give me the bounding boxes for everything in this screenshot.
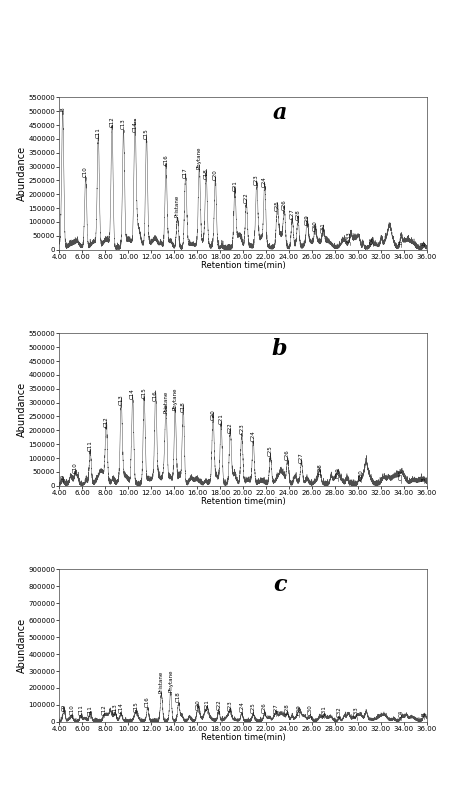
Text: C27: C27 [299,453,304,463]
Text: C12: C12 [101,704,107,715]
Text: C22: C22 [228,422,233,432]
Text: C29: C29 [297,704,301,715]
X-axis label: Retention time(min): Retention time(min) [201,261,285,270]
Text: C12: C12 [109,116,115,127]
Text: C22: C22 [244,192,249,203]
Text: C33: C33 [347,231,352,242]
Text: C28: C28 [285,703,290,714]
Text: C21: C21 [205,700,210,710]
Text: C28: C28 [295,208,301,220]
Text: B: B [422,477,427,481]
Text: C29: C29 [336,467,341,478]
Text: C11: C11 [79,705,83,715]
Text: C26: C26 [285,449,290,461]
Text: C11: C11 [88,706,93,716]
Text: C15: C15 [142,387,146,398]
Text: C29: C29 [305,214,310,225]
Text: C26: C26 [282,200,287,210]
Y-axis label: Abundance: Abundance [17,618,27,673]
Text: C17: C17 [183,167,188,178]
Text: C14: C14 [133,122,137,132]
Text: C30: C30 [308,705,313,715]
Text: C27: C27 [273,703,279,714]
Text: C15: C15 [134,702,139,712]
Y-axis label: Abundance: Abundance [17,146,27,201]
Text: C13: C13 [113,703,118,714]
Text: Phytane: Phytane [173,387,178,410]
Text: C26: C26 [262,702,267,713]
Text: C13: C13 [119,394,124,405]
Text: B: B [422,713,427,716]
Text: C30: C30 [313,221,318,231]
Text: C4: C4 [399,710,404,718]
Text: C24: C24 [262,176,267,187]
Text: C10: C10 [69,704,74,714]
Text: C13: C13 [121,118,126,130]
Text: b: b [272,338,287,360]
Text: C23: C23 [254,174,259,185]
Text: C15: C15 [144,128,149,139]
Text: B: B [399,241,404,244]
Text: C25: C25 [251,702,256,713]
Text: C10: C10 [73,462,78,473]
Text: C11: C11 [88,440,93,451]
Text: B: B [60,108,65,111]
Text: a: a [273,102,287,124]
Text: C30: C30 [359,469,364,479]
Text: C23: C23 [239,423,244,434]
Text: C21: C21 [232,180,237,191]
Text: C31: C31 [321,221,326,233]
Text: C25: C25 [275,200,280,211]
Text: D: D [60,475,65,479]
Text: C21: C21 [219,414,224,424]
Text: Pristane: Pristane [159,671,164,693]
X-axis label: Retention time(min): Retention time(min) [201,733,285,742]
Text: C16: C16 [164,155,169,165]
Text: C14: C14 [119,702,124,713]
Text: C18: C18 [181,401,186,412]
Text: C31: C31 [399,470,404,480]
Text: Pristane: Pristane [175,195,180,217]
Text: C33: C33 [354,706,359,717]
Text: Phytane: Phytane [197,146,202,169]
Text: C31: C31 [322,706,327,716]
Text: C32: C32 [337,706,342,717]
Text: C23: C23 [228,701,233,711]
Text: C20: C20 [196,699,201,710]
Y-axis label: Abundance: Abundance [17,382,27,437]
Text: C18: C18 [204,168,209,178]
Text: C18: C18 [176,691,181,702]
Text: C12: C12 [104,416,109,427]
Text: C14: C14 [130,388,135,399]
Text: C16: C16 [145,697,150,707]
Text: C24: C24 [239,702,244,712]
Text: C27: C27 [290,208,295,219]
Text: C28: C28 [317,463,322,474]
Text: C9: C9 [61,704,66,711]
X-axis label: Retention time(min): Retention time(min) [201,497,285,506]
Text: Pristane: Pristane [164,391,169,413]
Text: B: B [422,241,427,245]
Text: C16: C16 [153,390,158,401]
Text: C10: C10 [83,165,88,177]
Text: C4: C4 [370,236,375,243]
Text: C20: C20 [210,409,216,419]
Text: C24: C24 [251,430,256,441]
Text: C11: C11 [96,127,101,138]
Text: c: c [273,574,286,596]
Text: C22: C22 [216,700,221,710]
Text: Phytane: Phytane [168,669,173,692]
Text: C20: C20 [213,169,218,180]
Text: C25: C25 [268,445,273,456]
